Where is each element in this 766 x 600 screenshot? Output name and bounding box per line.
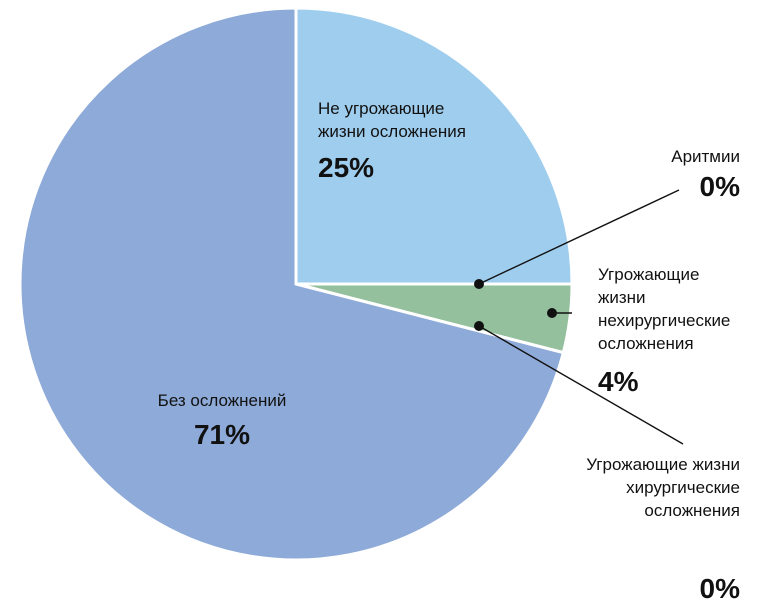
slice-label-3-line-0: Угрожающие жизни <box>586 455 740 474</box>
slice-label-3-line-2: осложнения <box>644 501 740 520</box>
pie-slice-4 <box>18 6 566 562</box>
leader-line-1 <box>478 189 680 285</box>
slice-value-1: 0% <box>700 171 741 202</box>
slice-value-3: 0% <box>700 573 741 600</box>
slice-label-2-line-0: Угрожающие <box>598 265 699 284</box>
slice-value-4: 71% <box>194 419 250 450</box>
slice-label-0-line-1: жизни осложнения <box>318 122 466 141</box>
leader-line-3 <box>478 325 684 445</box>
pie-slice-0 <box>294 6 574 286</box>
slice-label-4-line-0: Без осложнений <box>158 391 287 410</box>
slice-value-0: 25% <box>318 152 374 183</box>
slice-label-1-line-0: Аритмии <box>671 147 740 166</box>
slice-value-2: 4% <box>598 366 639 397</box>
leader-dot-3 <box>474 321 484 331</box>
slice-label-0-line-0: Не угрожающие <box>318 99 444 118</box>
leader-dot-2 <box>547 308 557 318</box>
slice-label-2-line-3: осложнения <box>598 334 694 353</box>
leader-dot-1 <box>474 279 484 289</box>
slice-label-2-line-1: жизни <box>598 288 646 307</box>
slice-label-3-line-1: хирургические <box>626 478 740 497</box>
slice-label-2-line-2: нехирургические <box>598 311 730 330</box>
